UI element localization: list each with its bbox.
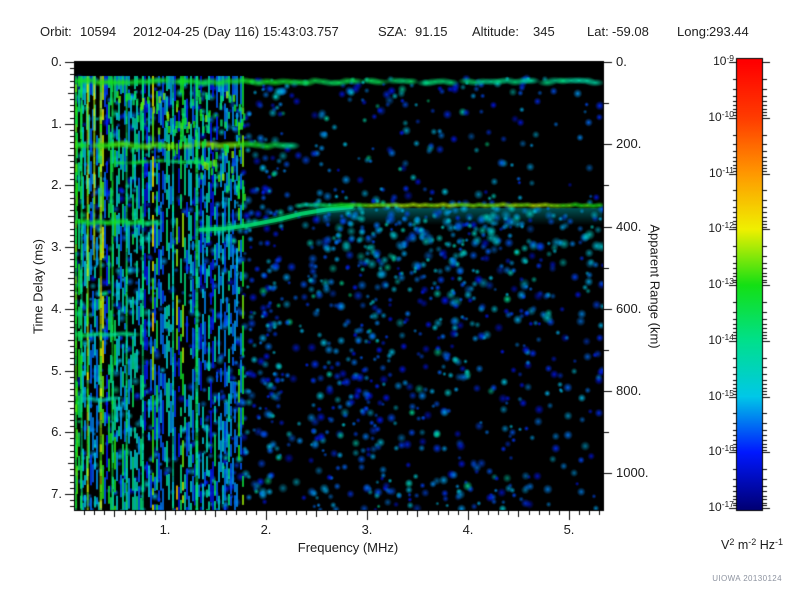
x-tick-label: 4. [462,522,474,537]
apparent-range-axis-title: Apparent Range (km) [647,224,663,349]
colorbar-decade-label: 10-14 [708,331,734,347]
time-delay-tick-label: 0. [51,54,62,69]
time-delay-tick-label: 4. [51,300,62,316]
header-lat-label: Lat: [587,24,609,39]
header-sza-value: 91.15 [415,24,448,39]
time-delay-axis-title: Time Delay (ms) [30,239,46,334]
header-lat-value: -59.08 [612,24,649,39]
time-delay-tick-label: 1. [51,115,62,131]
apparent-range-tick-label: 800. [616,383,642,399]
header-orbit-value: 10594 [80,24,117,39]
time-delay-tick-label: 3. [51,239,62,255]
header-sza-label: SZA: [378,24,407,39]
colorbar-decade-label: 10-9 [713,53,734,68]
header-datetime-value: 2012-04-25 (Day 116) 15:43:03.757 [133,24,339,39]
colorbar-decade-label: 10-16 [708,443,734,459]
apparent-range-tick-label: 0. [616,54,627,69]
x-tick-label: 2. [260,522,272,537]
time-delay-tick-label: 2. [51,177,62,193]
x-tick-label: 5. [563,522,575,537]
time-delay-tick-label: 5. [51,362,62,378]
header-long-value: 293.44 [709,24,749,39]
colorbar-decade-label: 10-17 [708,499,734,514]
colorbar-decade-label: 10-13 [708,276,734,291]
x-tick-label: 1. [159,522,171,537]
colorbar-unit-label: V2 m-2 Hz-1 [720,537,784,552]
header-long-label: Long: [677,24,710,39]
header-altitude-value: 345 [533,24,555,39]
time-delay-tick-label: 7. [51,485,62,501]
x-tick-label: 3. [361,522,373,537]
colorbar-decade-label: 10-15 [708,387,734,403]
frequency-axis-title: Frequency (MHz) [297,540,399,555]
colorbar-decade-label: 10-11 [708,164,734,180]
apparent-range-tick-label: 200. [616,136,642,152]
header-altitude-label: Altitude: [472,24,519,39]
apparent-range-tick-label: 600. [616,300,642,316]
watermark: UIOWA 20130124 [712,574,782,583]
apparent-range-tick-label: 1000. [616,465,649,481]
colorbar-decade-label: 10-12 [708,220,734,236]
header-orbit-label: Orbit: [40,24,72,39]
colorbar-decade-label: 10-10 [708,108,734,124]
time-delay-tick-label: 6. [51,424,62,440]
apparent-range-tick-label: 400. [616,218,642,234]
